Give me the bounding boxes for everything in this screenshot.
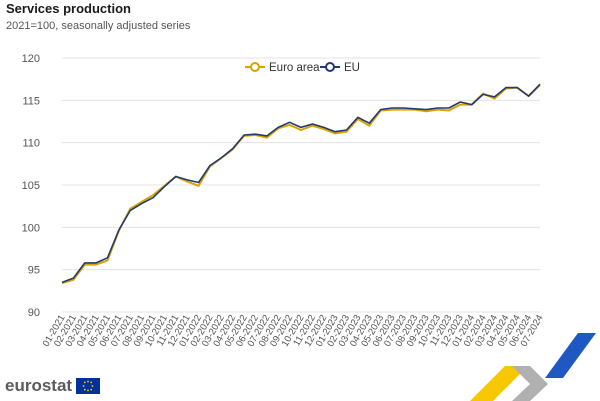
y-tick-label: 115 — [22, 95, 40, 107]
x-axis-ticks: 01-202102-202103-202104-202105-202106-20… — [41, 313, 546, 349]
y-tick-label: 105 — [22, 180, 40, 192]
series-lines — [61, 83, 541, 285]
legend-marker — [325, 62, 335, 72]
eu-flag-icon — [76, 378, 101, 394]
legend: Euro area EU — [245, 62, 360, 74]
eurostat-logo: eurostat — [5, 376, 101, 396]
brand-name: eurostat — [5, 376, 73, 395]
y-tick-label: 110 — [22, 138, 40, 150]
chart-subtitle: 2021=100, seasonally adjusted series — [6, 20, 191, 32]
corner-blue-stripe — [545, 333, 596, 378]
y-tick-label: 95 — [28, 265, 40, 277]
y-tick-label: 120 — [22, 53, 40, 65]
series-line-eu — [61, 83, 541, 284]
chart-title: Services production — [6, 1, 131, 16]
y-axis-ticks: 90 95 100 105 110 115 120 — [22, 53, 40, 319]
corner-decoration — [470, 333, 596, 401]
legend-label: EU — [344, 62, 360, 74]
y-tick-label: 90 — [28, 307, 40, 319]
series-line-euro-area — [61, 84, 541, 285]
corner-yellow-stripe — [470, 366, 528, 401]
legend-marker — [250, 62, 260, 72]
corner-gray-chevron — [512, 366, 548, 401]
grid-lines — [62, 57, 540, 313]
y-tick-label: 100 — [22, 222, 40, 234]
legend-label: Euro area — [269, 62, 320, 74]
